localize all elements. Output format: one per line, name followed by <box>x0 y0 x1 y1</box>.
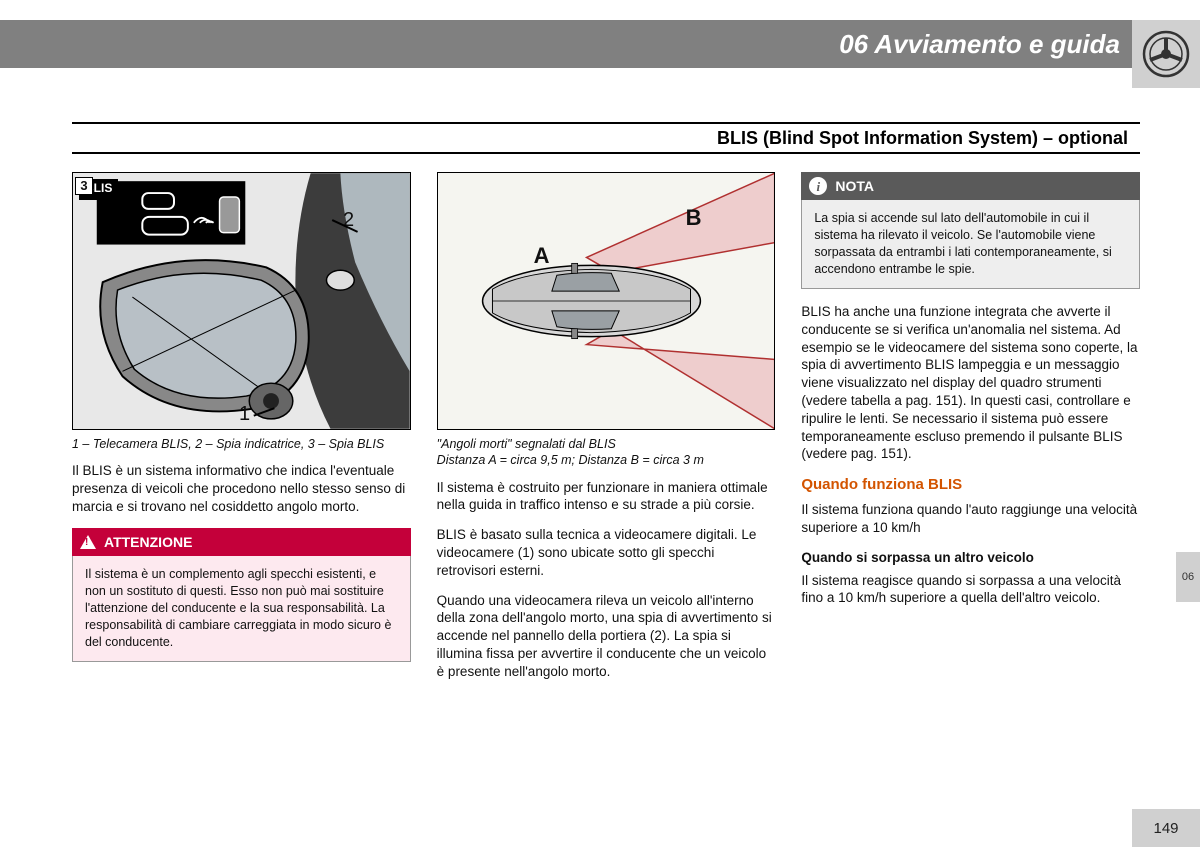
zone-label-a: A <box>534 241 550 270</box>
col2-para-2: BLIS è basato sulla tecnica a videocamer… <box>437 526 776 579</box>
callout-3-box: 3 <box>75 177 93 195</box>
header-bar: 06 Avviamento e guida <box>0 20 1200 68</box>
column-1: 3 BLIS 2 1 <box>72 172 411 787</box>
content-area: 3 BLIS 2 1 <box>72 172 1140 787</box>
figure-1-caption: 1 – Telecamera BLIS, 2 – Spia indicatric… <box>72 436 411 452</box>
warning-triangle-icon <box>80 535 96 549</box>
note-header: i NOTA <box>801 172 1140 200</box>
figure-2-caption: "Angoli morti" segnalati dal BLIS Distan… <box>437 436 776 469</box>
zones-illustration <box>438 173 775 429</box>
side-tab: 06 <box>1176 552 1200 602</box>
chapter-icon-box <box>1132 20 1200 88</box>
column-2: A B "Angoli morti" segnalati dal BLIS Di… <box>437 172 776 787</box>
note-body: La spia si accende sul lato dell'automob… <box>801 200 1140 289</box>
note-title: NOTA <box>835 177 874 195</box>
info-icon: i <box>809 177 827 195</box>
col3-para-3: Il sistema reagisce quando si sorpassa a… <box>801 572 1140 608</box>
col2-para-3: Quando una videocamera rileva un veicolo… <box>437 592 776 681</box>
page-number: 149 <box>1132 809 1200 847</box>
section-subtitle: BLIS (Blind Spot Information System) – o… <box>717 128 1128 149</box>
col2-para-1: Il sistema è costruito per funzionare in… <box>437 479 776 515</box>
heading-overtake: Quando si sorpassa un altro veicolo <box>801 549 1140 567</box>
steering-wheel-icon <box>1142 30 1190 78</box>
col3-para-2: Il sistema funziona quando l'auto raggiu… <box>801 501 1140 537</box>
column-3: i NOTA La spia si accende sul lato dell'… <box>801 172 1140 787</box>
warning-body: Il sistema è un complemento agli specchi… <box>72 556 411 661</box>
warning-box: ATTENZIONE Il sistema è un complemento a… <box>72 528 411 662</box>
heading-when-works: Quando funziona BLIS <box>801 475 1140 495</box>
section-subtitle-row: BLIS (Blind Spot Information System) – o… <box>72 122 1140 154</box>
note-box: i NOTA La spia si accende sul lato dell'… <box>801 172 1140 289</box>
chapter-title: 06 Avviamento e guida <box>839 29 1120 60</box>
warning-title: ATTENZIONE <box>104 533 192 551</box>
callout-1: 1 <box>239 401 250 427</box>
warning-header: ATTENZIONE <box>72 528 411 556</box>
col3-para-1: BLIS ha anche una funzione integrata che… <box>801 303 1140 463</box>
col1-para-1: Il BLIS è un sistema informativo che ind… <box>72 462 411 515</box>
figure-zones: A B <box>437 172 776 430</box>
mirror-illustration <box>73 173 410 429</box>
zone-label-b: B <box>686 203 702 232</box>
figure-mirror: 3 BLIS 2 1 <box>72 172 411 430</box>
